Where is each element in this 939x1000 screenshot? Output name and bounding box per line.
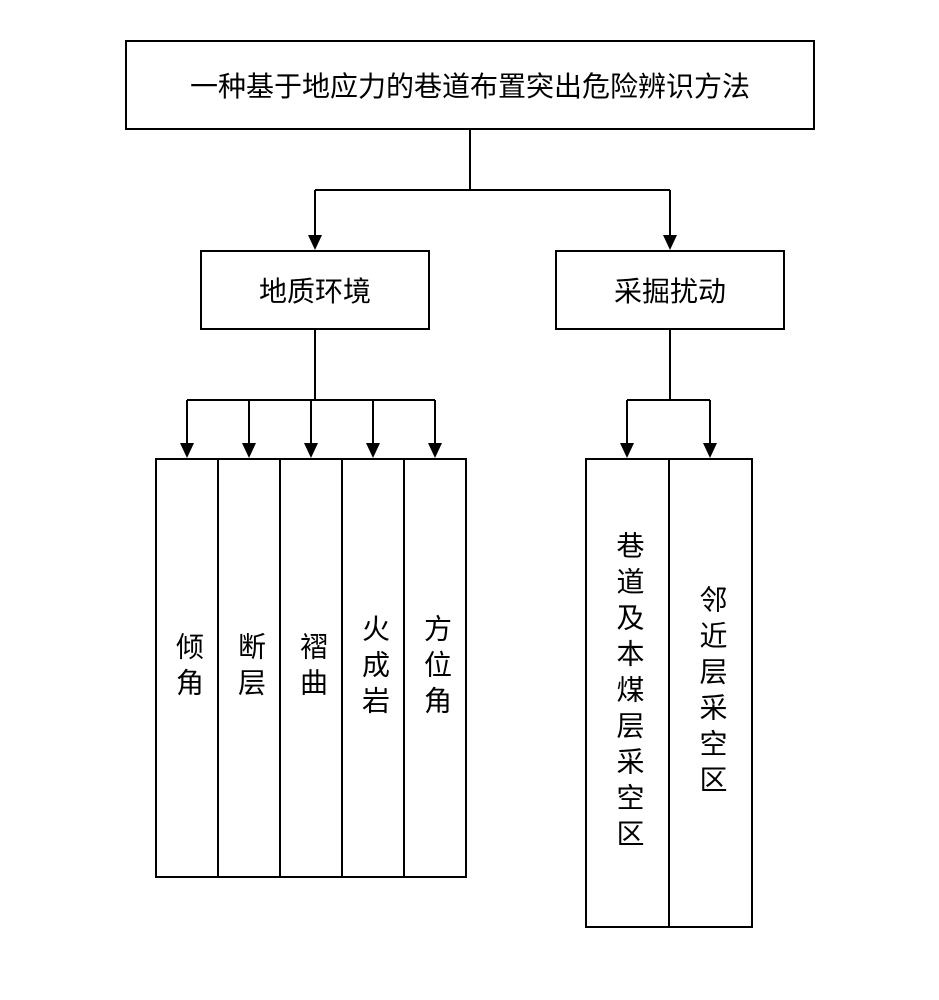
leaf-fold: 褶曲	[279, 458, 343, 878]
connectors	[0, 0, 939, 1000]
mining-leaves: 巷道及本煤层采空区 邻近层采空区	[585, 458, 753, 928]
branch-mining: 采掘扰动	[555, 250, 785, 330]
leaf-goaf-adj: 邻近层采空区	[668, 458, 753, 928]
leaf-fault: 断层	[217, 458, 281, 878]
branch-geology: 地质环境	[200, 250, 430, 330]
root-node: 一种基于地应力的巷道布置突出危险辨识方法	[125, 40, 815, 130]
leaf-dip: 倾角	[155, 458, 219, 878]
geology-leaves: 倾角 断层 褶曲 火成岩 方位角	[155, 458, 467, 878]
leaf-igneous: 火成岩	[341, 458, 405, 878]
leaf-azimuth: 方位角	[403, 458, 467, 878]
leaf-goaf-same: 巷道及本煤层采空区	[585, 458, 670, 928]
